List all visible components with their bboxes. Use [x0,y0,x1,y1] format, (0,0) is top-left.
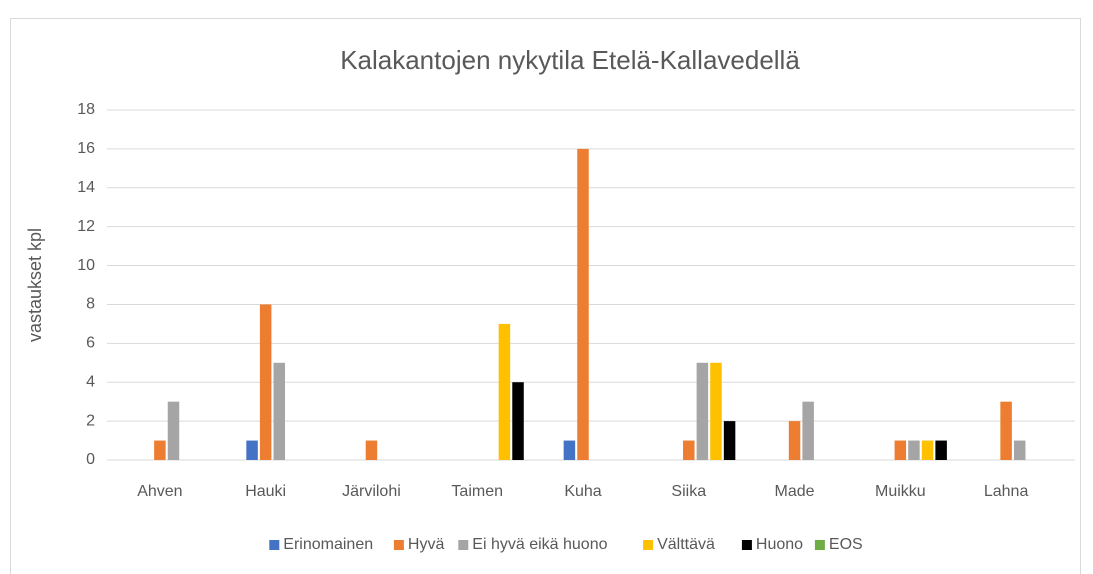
legend-label: Erinomainen [283,536,373,553]
x-tick-label: Siika [671,483,706,500]
bar [935,440,947,460]
legend-label: Hyvä [408,536,445,553]
y-tick-label: 12 [77,218,95,235]
legend-label: Välttävä [657,536,715,553]
bar [259,304,272,460]
y-tick-label: 14 [77,179,95,196]
bar [167,401,180,460]
bar [921,440,934,460]
bar [683,440,695,460]
bar [365,440,378,460]
bar [710,362,722,460]
y-tick-label: 8 [86,296,95,313]
bar [723,421,736,460]
bar [498,323,511,460]
bar [1000,401,1012,460]
legend-swatch [643,540,654,550]
x-tick-label: Hauki [245,483,286,500]
y-axis-label: vastaukset kpl [25,228,45,342]
legend-swatch [393,540,404,550]
x-tick-label: Muikku [875,483,926,500]
y-tick-label: 4 [86,373,95,390]
y-tick-label: 10 [77,257,95,274]
bar [577,148,589,460]
bar [246,440,258,460]
legend-swatch [741,540,752,550]
y-tick-label: 18 [77,101,95,118]
legend-swatch [269,540,280,550]
y-tick-label: 6 [86,335,95,352]
chart-border [10,18,1081,574]
bar [512,382,524,460]
legend-swatch [458,540,469,550]
x-tick-label: Järvilohi [342,483,401,500]
legend-label: EOS [829,536,863,553]
x-tick-label: Made [775,483,815,500]
bar [802,401,814,460]
x-tick-label: Kuha [564,483,601,500]
x-tick-label: Ahven [137,483,182,500]
bar [696,362,709,460]
y-tick-label: 0 [86,451,95,468]
y-tick-label: 16 [77,140,95,157]
legend-label: Ei hyvä eikä huono [472,536,607,553]
legend-label: Huono [756,536,803,553]
bar [154,440,166,460]
legend-swatch [814,540,825,550]
bar [563,440,576,460]
bar [908,440,920,460]
chart-title: Kalakantojen nykytila Etelä-Kallavedellä [340,45,800,75]
x-tick-label: Taimen [451,483,503,500]
x-tick-label: Lahna [984,483,1029,500]
bar [273,362,286,460]
bar [788,421,801,460]
y-tick-label: 2 [86,412,95,429]
bar [1013,440,1026,460]
bar [894,440,907,460]
